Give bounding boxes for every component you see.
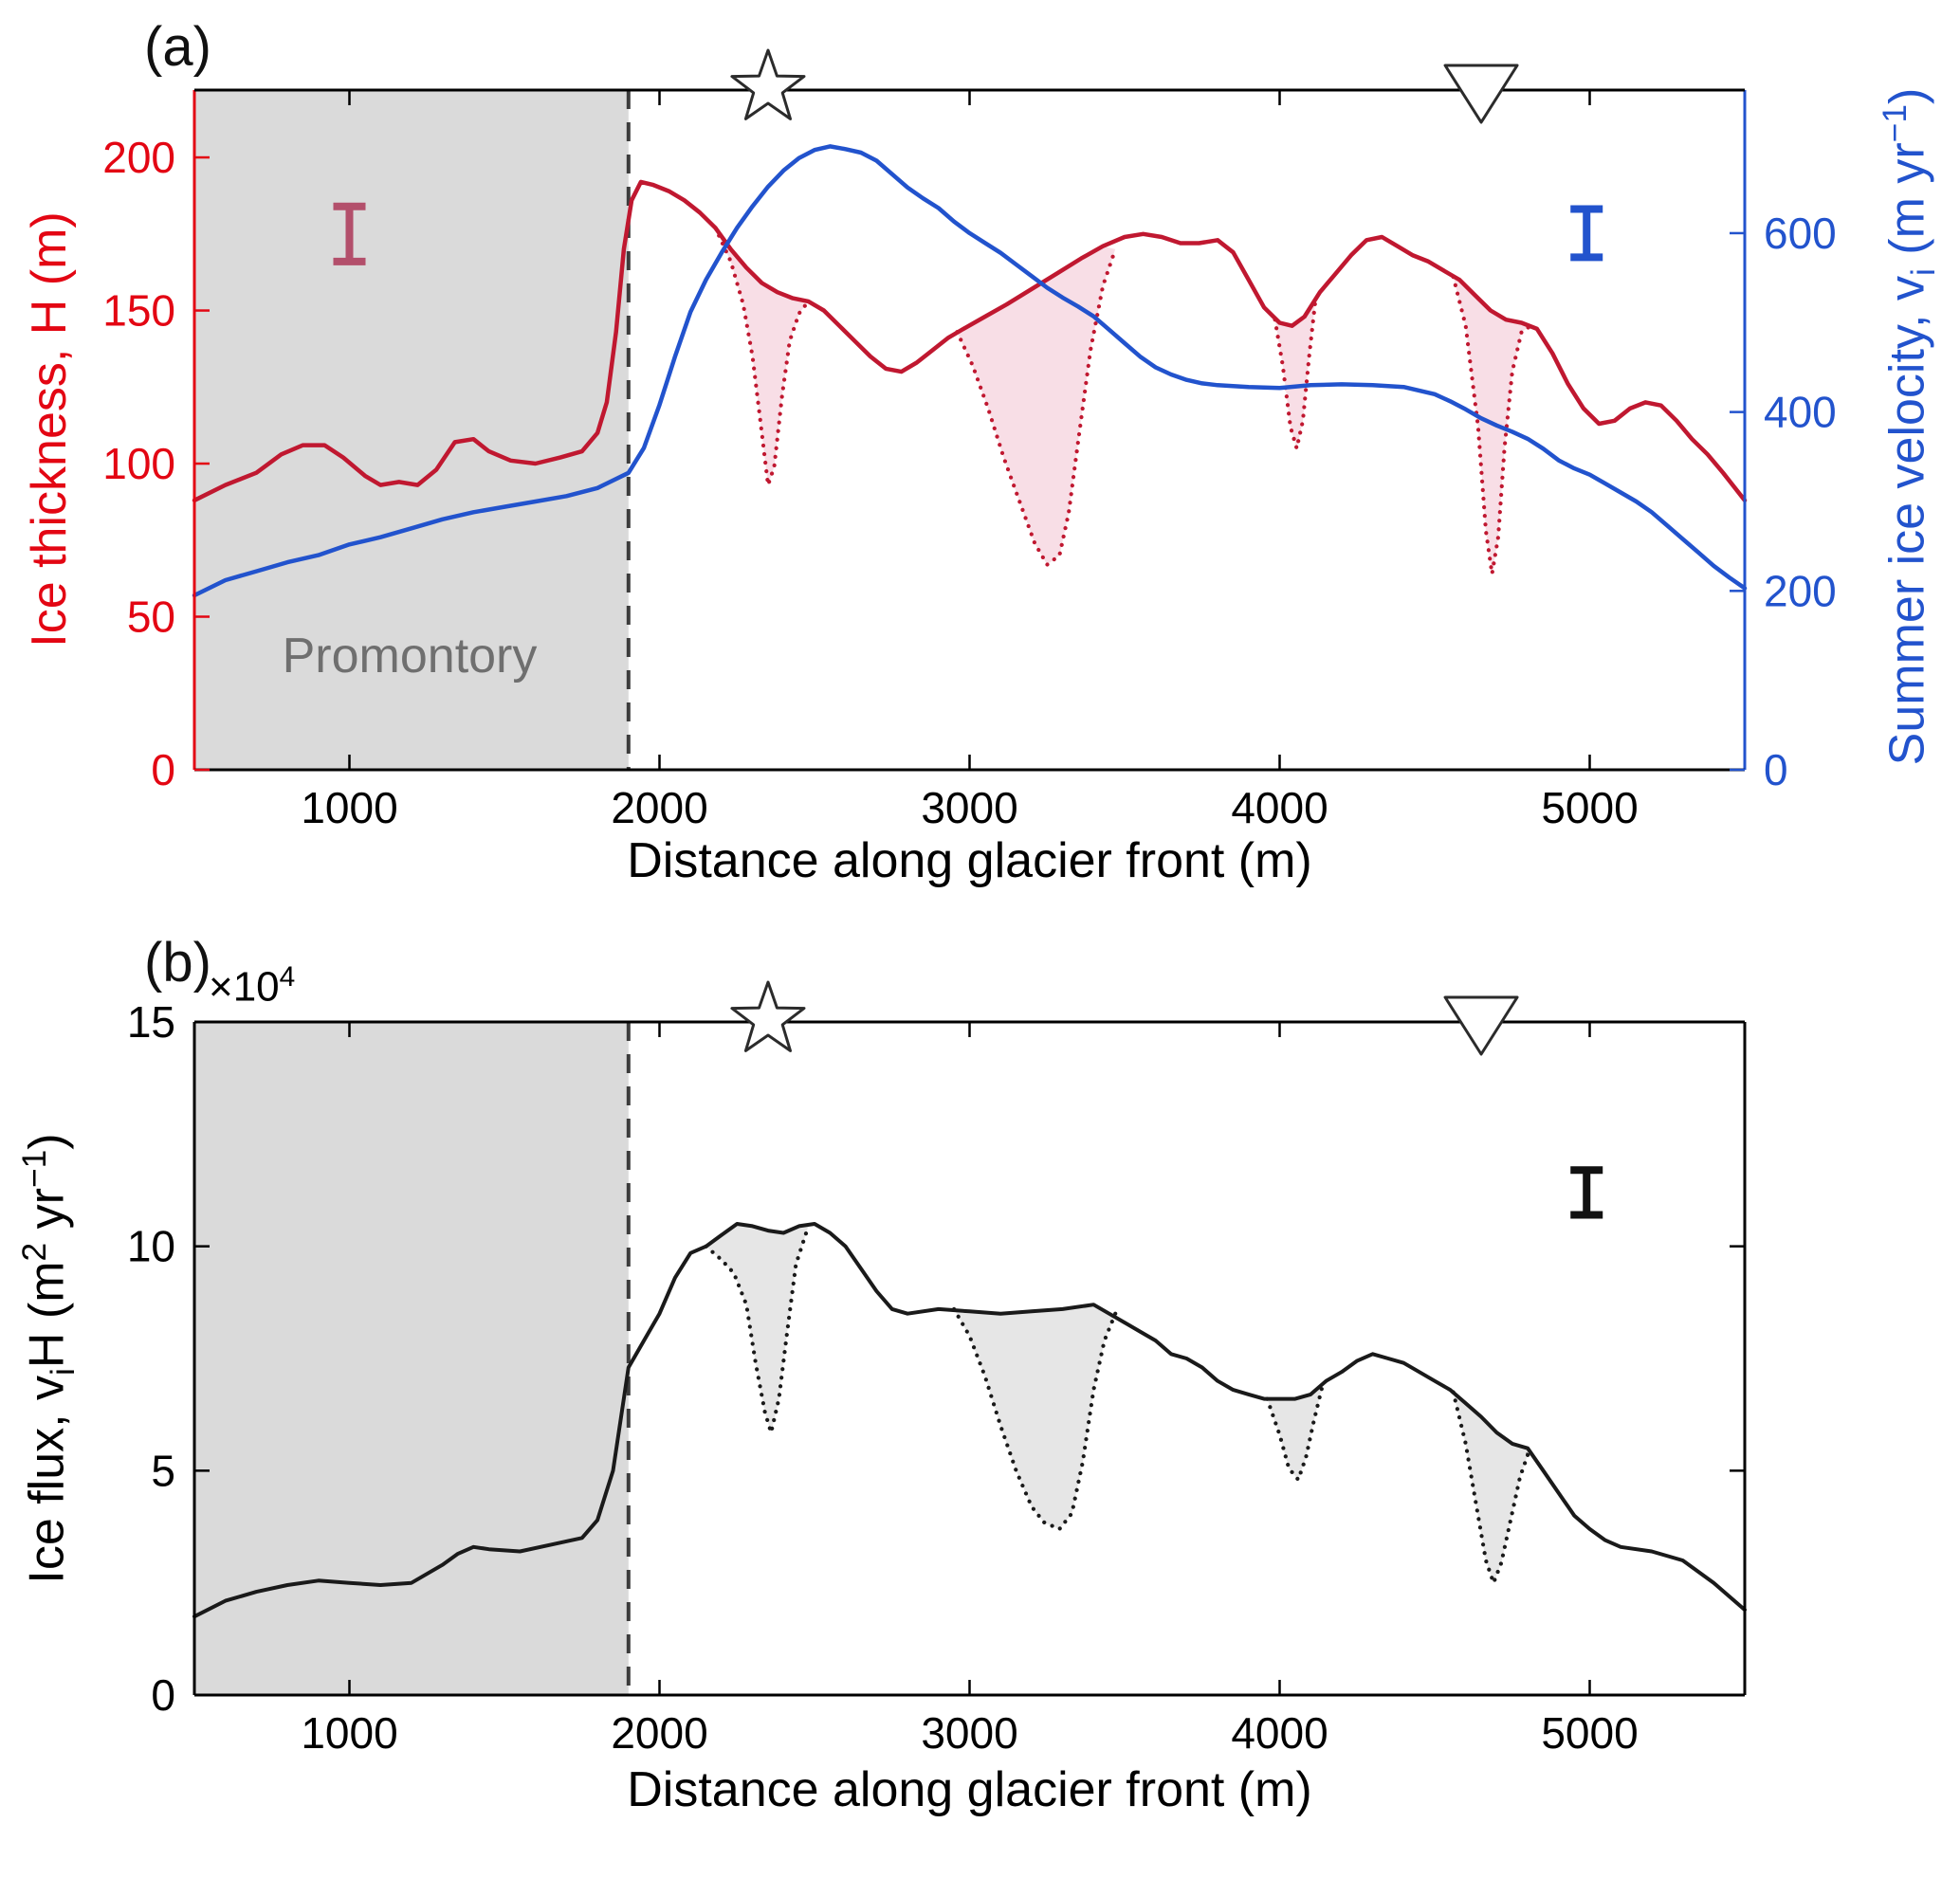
triangle-down-marker [1443, 995, 1519, 1056]
ice-thickness-trough-dotted-line [1451, 274, 1533, 574]
y-b-label-sup: 2 [16, 1242, 54, 1262]
ice-thickness-line [192, 179, 1748, 503]
ice-thickness-trough-dotted-line [955, 246, 1118, 568]
scale-exponent: 4 [279, 961, 296, 993]
error-bar [1570, 205, 1603, 262]
y-tick-label-left: 150 [102, 286, 175, 336]
y-tick-label-left: 50 [127, 593, 175, 642]
panel-a-y-left-axis-label: Ice thickness, H (m) [22, 211, 77, 647]
y-tick-label-left: 0 [151, 1670, 175, 1720]
triangle-down-marker [1443, 64, 1519, 124]
ice-flux-trough-dotted-line [704, 1224, 811, 1441]
panel-a-x-axis-label: Distance along glacier front (m) [627, 833, 1312, 888]
y-right-label-sup: −1 [1877, 104, 1914, 143]
summer-ice-velocity-line [192, 144, 1748, 598]
y-tick-label-left: 10 [127, 1222, 175, 1271]
x-tick-label: 4000 [1231, 1708, 1328, 1758]
error-bar [333, 202, 366, 265]
x-tick-label: 4000 [1231, 783, 1328, 832]
star-marker [730, 980, 806, 1052]
y-right-label-text: (m yr [1879, 142, 1935, 269]
y-right-label-text: Summer ice velocity, v [1879, 276, 1935, 766]
y-b-label-text: ) [19, 1133, 75, 1150]
x-tick-label: 3000 [921, 1708, 1017, 1758]
panel-a-chart: 1000 2000 3000 4000 500005010015020002004006… [102, 48, 1837, 832]
y-right-label-sub: i [1904, 268, 1942, 277]
y-b-label-sup: −1 [16, 1149, 54, 1189]
panel-b-scale-multiplier-label: ×104 [209, 961, 295, 1012]
y-tick-label-right: 200 [1764, 566, 1837, 615]
star-marker [730, 48, 806, 120]
x-tick-label: 3000 [921, 783, 1017, 832]
x-tick-label: 5000 [1541, 1708, 1638, 1758]
y-tick-label-left: 5 [151, 1446, 175, 1495]
ice-flux-trough-dotted-line [1451, 1390, 1536, 1589]
x-tick-label: 5000 [1541, 783, 1638, 832]
panel-b-x-axis-label: Distance along glacier front (m) [627, 1762, 1312, 1817]
y-b-label-text: H (m [19, 1261, 75, 1369]
ice-flux-line [192, 1222, 1747, 1619]
scale-base-text: ×10 [209, 963, 280, 1011]
y-right-label-text: ) [1879, 87, 1935, 105]
x-tick-label: 2000 [611, 783, 707, 832]
x-tick-label: 1000 [301, 783, 397, 832]
y-tick-label-left: 200 [102, 133, 175, 182]
ice-thickness-trough-fill [715, 228, 809, 485]
panel-a-label: (a) [144, 16, 211, 78]
y-tick-label-right: 0 [1764, 745, 1788, 794]
promontory-label: Promontory [282, 629, 538, 684]
ice-flux-trough-fill [1453, 1392, 1534, 1583]
y-tick-label-right: 600 [1764, 209, 1837, 258]
ice-flux-trough-dotted-line [1265, 1380, 1326, 1485]
promontory-region [194, 90, 629, 770]
x-tick-label: 2000 [611, 1708, 707, 1758]
y-tick-label-left: 0 [151, 745, 175, 794]
y-b-label-sub: i [44, 1368, 82, 1376]
error-bar [1570, 1166, 1603, 1219]
y-tick-label-left: 15 [127, 997, 175, 1047]
panel-b-y-axis-label: Ice flux, viH (m2 yr−1) [16, 1133, 82, 1583]
promontory-region [194, 1022, 629, 1695]
ice-flux-trough-fill [705, 1224, 809, 1433]
panel-a-y-right-axis-label: Summer ice velocity, vi (m yr−1) [1877, 88, 1943, 766]
ice-flux-trough-dotted-line [952, 1306, 1118, 1532]
y-b-label-text: Ice flux, v [19, 1375, 75, 1584]
x-tick-label: 1000 [301, 1708, 397, 1758]
panel-b-chart: 1000 2000 3000 4000 5000 0 5 10 15 [127, 980, 1747, 1758]
ice-flux-trough-fill [954, 1304, 1116, 1529]
y-tick-label-left: 100 [102, 439, 175, 488]
ice-thickness-trough-dotted-line [1273, 299, 1318, 449]
y-b-label-text: yr [19, 1188, 75, 1243]
ice-thickness-trough-fill [957, 246, 1116, 565]
y-tick-label-right: 400 [1764, 388, 1837, 437]
panel-b-label: (b) [144, 932, 211, 994]
ice-flux-trough-fill [1267, 1383, 1324, 1480]
ice-thickness-trough-fill [1274, 301, 1316, 448]
